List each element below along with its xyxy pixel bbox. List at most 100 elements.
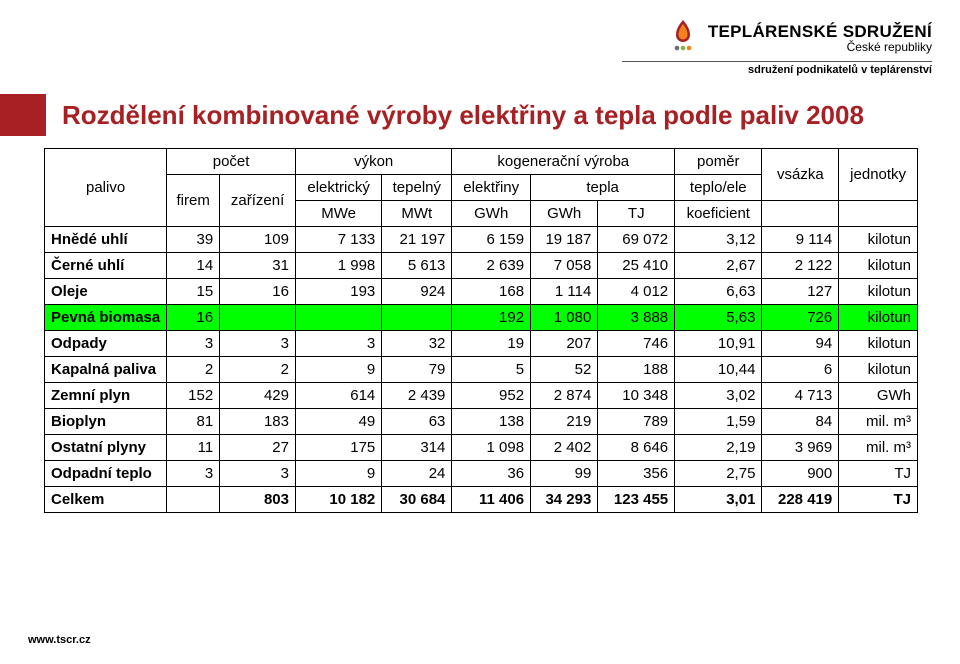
- title-swatch: [0, 94, 46, 136]
- cell: 924: [382, 279, 452, 305]
- th-blank2: [839, 201, 918, 227]
- cell: 228 419: [762, 487, 839, 513]
- th-mwt: MWt: [382, 201, 452, 227]
- th-tj: TJ: [598, 201, 675, 227]
- cell: 2 639: [452, 253, 531, 279]
- footer-url: www.tscr.cz: [28, 634, 91, 646]
- cell: TJ: [839, 461, 918, 487]
- th-gwh2: GWh: [531, 201, 598, 227]
- cell: 3: [167, 331, 220, 357]
- title-bar: Rozdělení kombinované výroby elektřiny a…: [0, 94, 960, 136]
- cell: 109: [220, 227, 296, 253]
- cell: 7 133: [295, 227, 381, 253]
- cell: 2 402: [531, 435, 598, 461]
- table-row: Ostatní plyny11271753141 0982 4028 6462,…: [45, 435, 918, 461]
- cell: 6 159: [452, 227, 531, 253]
- table-row: Bioplyn8118349631382197891,5984mil. m³: [45, 409, 918, 435]
- cell: 6: [762, 357, 839, 383]
- th-kogen: kogenerační výroba: [452, 149, 675, 175]
- cell: 5,63: [675, 305, 762, 331]
- th-pomer: poměr: [675, 149, 762, 175]
- th-gwh1: GWh: [452, 201, 531, 227]
- cell: 2,67: [675, 253, 762, 279]
- logo-text-line2: České republiky: [708, 40, 932, 54]
- cell: 3,01: [675, 487, 762, 513]
- th-mwe: MWe: [295, 201, 381, 227]
- row-label: Hnědé uhlí: [45, 227, 167, 253]
- th-vsazka: vsázka: [762, 149, 839, 201]
- cell: 152: [167, 383, 220, 409]
- cell: 5: [452, 357, 531, 383]
- cell: 2 122: [762, 253, 839, 279]
- cell: 127: [762, 279, 839, 305]
- cell: 24: [382, 461, 452, 487]
- cell: 25 410: [598, 253, 675, 279]
- cell: 138: [452, 409, 531, 435]
- cell: TJ: [839, 487, 918, 513]
- cell: 3: [220, 331, 296, 357]
- cell: 1 098: [452, 435, 531, 461]
- cell: 10,91: [675, 331, 762, 357]
- cell: 2,75: [675, 461, 762, 487]
- table-row: Černé uhlí14311 9985 6132 6397 05825 410…: [45, 253, 918, 279]
- row-label: Pevná biomasa: [45, 305, 167, 331]
- cell: 2 874: [531, 383, 598, 409]
- row-label: Bioplyn: [45, 409, 167, 435]
- cell: kilotun: [839, 253, 918, 279]
- subhead: sdružení podnikatelů v teplárenství: [622, 64, 932, 76]
- cell: 9: [295, 357, 381, 383]
- cell: kilotun: [839, 331, 918, 357]
- table-row: Odpady333321920774610,9194kilotun: [45, 331, 918, 357]
- cell: 193: [295, 279, 381, 305]
- table-row: Hnědé uhlí391097 13321 1976 15919 18769 …: [45, 227, 918, 253]
- cell: 4 713: [762, 383, 839, 409]
- cell: 2,19: [675, 435, 762, 461]
- row-label: Zemní plyn: [45, 383, 167, 409]
- row-label: Celkem: [45, 487, 167, 513]
- cell: 99: [531, 461, 598, 487]
- cell: [220, 305, 296, 331]
- cell: 10 182: [295, 487, 381, 513]
- cell: 39: [167, 227, 220, 253]
- cell: [382, 305, 452, 331]
- row-label: Kapalná paliva: [45, 357, 167, 383]
- cell: 429: [220, 383, 296, 409]
- th-zarizeni: zařízení: [220, 175, 296, 227]
- th-tepelny: tepelný: [382, 175, 452, 201]
- cell: 11: [167, 435, 220, 461]
- cell: 789: [598, 409, 675, 435]
- cell: 1 998: [295, 253, 381, 279]
- cell: 614: [295, 383, 381, 409]
- th-firem: firem: [167, 175, 220, 227]
- cell: 19: [452, 331, 531, 357]
- cell: 3,02: [675, 383, 762, 409]
- cell: 94: [762, 331, 839, 357]
- cell: 63: [382, 409, 452, 435]
- cell: 49: [295, 409, 381, 435]
- cell: 79: [382, 357, 452, 383]
- cell: 175: [295, 435, 381, 461]
- cell: kilotun: [839, 305, 918, 331]
- cell: 2: [167, 357, 220, 383]
- cell: 84: [762, 409, 839, 435]
- th-jednotky: jednotky: [839, 149, 918, 201]
- cell: kilotun: [839, 227, 918, 253]
- table-row: Odpadní teplo3392436993562,75900TJ: [45, 461, 918, 487]
- cell: 8 646: [598, 435, 675, 461]
- logo-text-line1: TEPLÁRENSKÉ SDRUŽENÍ: [708, 22, 932, 42]
- cell: 207: [531, 331, 598, 357]
- cell: 36: [452, 461, 531, 487]
- th-teploele: teplo/ele: [675, 175, 762, 201]
- table-header: palivo počet výkon kogenerační výroba po…: [45, 149, 918, 227]
- cell: 15: [167, 279, 220, 305]
- cell: 168: [452, 279, 531, 305]
- th-koef: koeficient: [675, 201, 762, 227]
- cell: 34 293: [531, 487, 598, 513]
- cell: 3: [167, 461, 220, 487]
- table-row: Pevná biomasa161921 0803 8885,63726kilot…: [45, 305, 918, 331]
- row-label: Ostatní plyny: [45, 435, 167, 461]
- cell: GWh: [839, 383, 918, 409]
- cell: 1 080: [531, 305, 598, 331]
- page-title: Rozdělení kombinované výroby elektřiny a…: [46, 94, 864, 136]
- cell: 30 684: [382, 487, 452, 513]
